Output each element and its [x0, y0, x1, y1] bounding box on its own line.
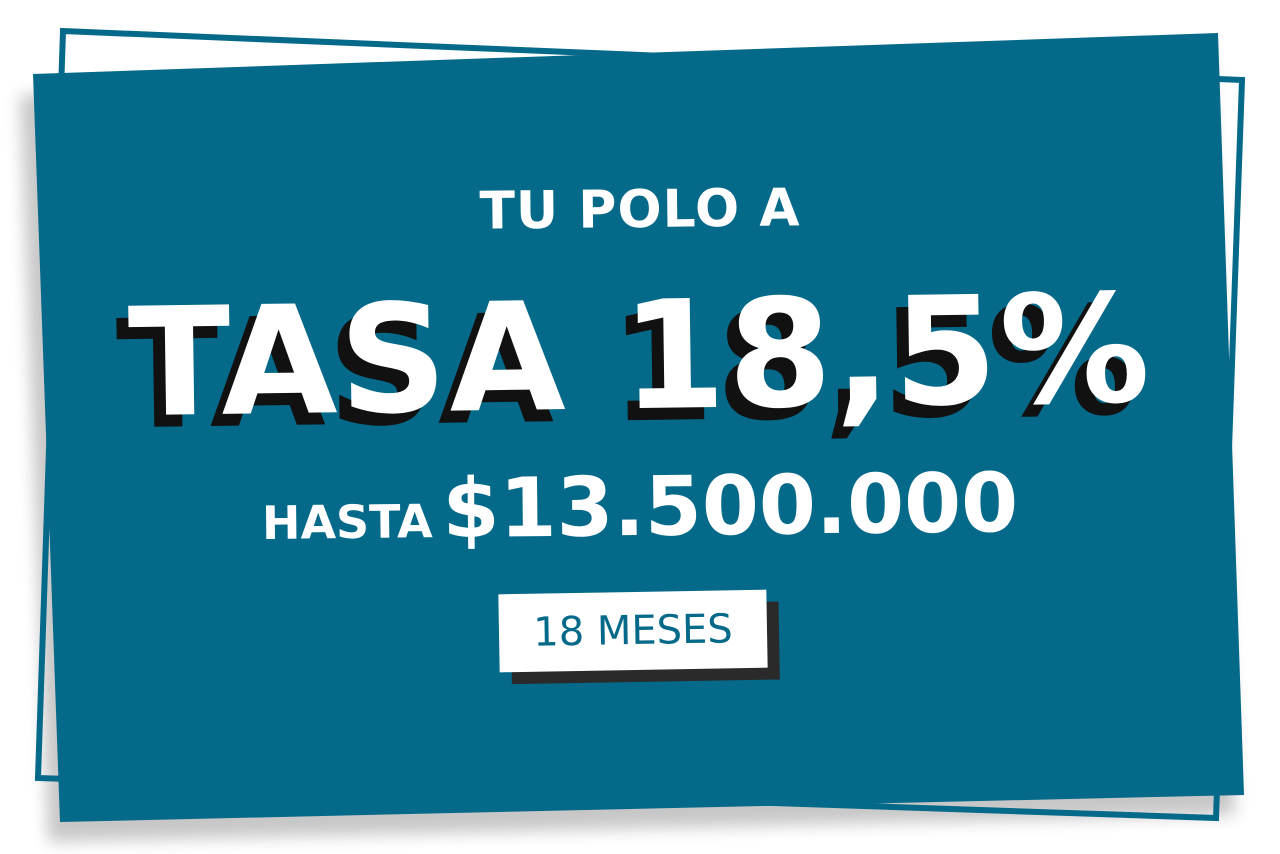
- headline-main: TASA 18,5%: [127, 262, 1153, 452]
- amount-prefix: HASTA: [261, 494, 433, 550]
- term-badge: 18 MESES: [498, 589, 768, 673]
- amount: $13.500.000: [441, 456, 1019, 558]
- card: [33, 33, 1244, 822]
- term-badge-label: 18 MESES: [532, 606, 734, 656]
- amount-line: HASTA $13.500.000: [0, 453, 1280, 561]
